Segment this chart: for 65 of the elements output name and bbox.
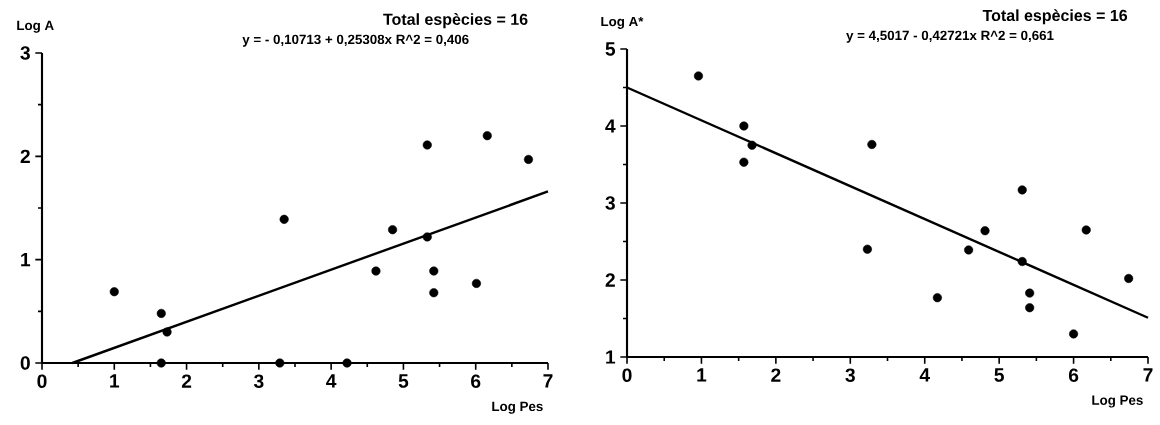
point [1081,225,1091,235]
point [1025,288,1035,298]
x-tick-label: 3 [845,368,855,382]
point [388,225,398,235]
point [371,266,381,276]
point [739,121,749,131]
y-tick-label: 2 [20,149,30,164]
y-tick-label: 1 [21,253,31,267]
y-tick-label: 3 [605,196,615,210]
point [422,232,432,242]
point [342,358,352,368]
x-tick-label: 7 [1143,368,1153,382]
x-tick-label: 1 [110,374,120,388]
y-tick-label: 2 [605,273,615,287]
y-tick-label: 0 [20,356,30,370]
point [867,139,877,150]
x-tick-label: 3 [253,374,264,388]
point [523,154,534,164]
text: Total espècies = 16 [383,13,528,29]
text: Total espècies = 16 [982,9,1128,25]
x-tick-label: 0 [37,374,47,388]
x-tick-label: 6 [1068,368,1079,382]
y-tick-label: 1 [606,350,616,364]
text: y = 4,5017 - 0,42721x R^2 = 0,661 [846,30,1054,43]
text: y = - 0,10713 + 0,25308x R^2 = 0,406 [242,34,469,47]
x-tick-label: 7 [543,374,553,388]
point [279,214,289,224]
y-axis-title: Log A* [601,16,644,29]
point [1017,185,1027,195]
point [932,293,942,303]
point [964,245,974,255]
point [693,71,703,81]
y-tick-label: 3 [20,46,30,60]
x-tick-label: 4 [326,374,337,388]
x-tick-label: 2 [181,374,192,388]
point [429,288,439,298]
x-tick-label: 0 [622,368,632,382]
point [980,226,990,236]
point [482,131,492,141]
x-tick-label: 5 [398,374,409,388]
x-axis-title: Log Pes [1092,395,1143,408]
point [156,308,166,318]
x-tick-label: 6 [471,374,481,388]
point [471,278,481,288]
point [1069,329,1079,339]
point [429,266,439,276]
point [747,140,757,150]
point [1124,273,1134,283]
point [422,140,432,150]
point [739,157,749,167]
point [156,358,166,368]
point [275,358,285,368]
point [1025,303,1035,313]
point [862,244,872,254]
point [1017,256,1027,267]
x-tick-label: 4 [919,368,930,382]
x-axis-title: Log Pes [492,401,543,414]
y-tick-label: 5 [605,42,616,56]
x-tick-label: 1 [697,368,707,382]
point [109,287,119,297]
x-tick-label: 5 [994,368,1004,382]
y-tick-label: 4 [605,119,616,133]
x-tick-label: 2 [771,368,781,382]
y-axis-title: Log A [17,20,54,33]
point [162,327,172,337]
